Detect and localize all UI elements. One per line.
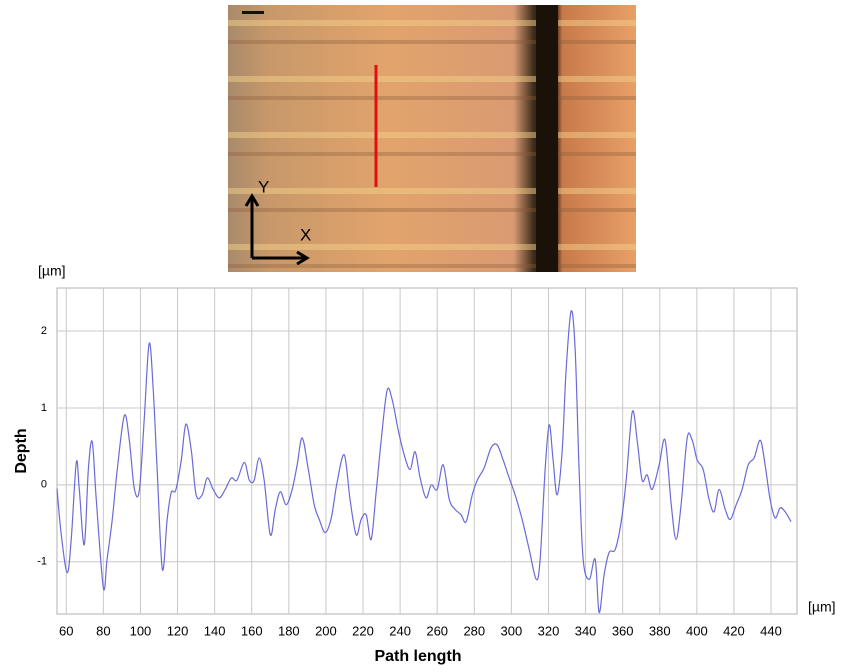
x-tick-label: 260 xyxy=(426,623,448,638)
x-tick-label: 100 xyxy=(130,623,152,638)
x-tick-label: 160 xyxy=(241,623,263,638)
image-axis-label: X xyxy=(300,225,311,244)
y-axis-title: Depth xyxy=(13,428,30,473)
x-unit: [µm] xyxy=(808,599,836,615)
x-tick-label: 240 xyxy=(389,623,411,638)
x-tick-label: 360 xyxy=(612,623,634,638)
x-tick-label: 340 xyxy=(575,623,597,638)
x-tick-label: 180 xyxy=(278,623,300,638)
y-tick-label: -1 xyxy=(37,556,47,568)
y-unit: [µm] xyxy=(38,263,66,279)
x-tick-label: 140 xyxy=(204,623,226,638)
x-tick-label: 320 xyxy=(538,623,560,638)
x-tick-label: 380 xyxy=(649,623,671,638)
y-tick-label: 2 xyxy=(41,325,47,337)
figure: Y X [µm] [µm] Depth Path length 60 80 100 1… xyxy=(0,0,862,672)
x-tick-label: 400 xyxy=(686,623,708,638)
micrograph: Y X xyxy=(228,5,636,272)
x-axis-title: Path length xyxy=(374,648,461,665)
x-tick-label: 420 xyxy=(723,623,745,638)
x-tick-label: 280 xyxy=(463,623,485,638)
x-tick-label: 300 xyxy=(501,623,523,638)
x-tick-label: 120 xyxy=(167,623,189,638)
x-tick-label: 60 xyxy=(59,623,73,638)
plot-area xyxy=(57,288,797,614)
y-tick-label: 0 xyxy=(41,479,47,491)
y-tick-label: 1 xyxy=(41,402,47,414)
x-tick-label: 440 xyxy=(760,623,782,638)
x-tick-label: 200 xyxy=(315,623,337,638)
image-axis-label: Y xyxy=(258,177,269,196)
x-tick-label: 220 xyxy=(352,623,374,638)
x-tick-label: 80 xyxy=(96,623,110,638)
